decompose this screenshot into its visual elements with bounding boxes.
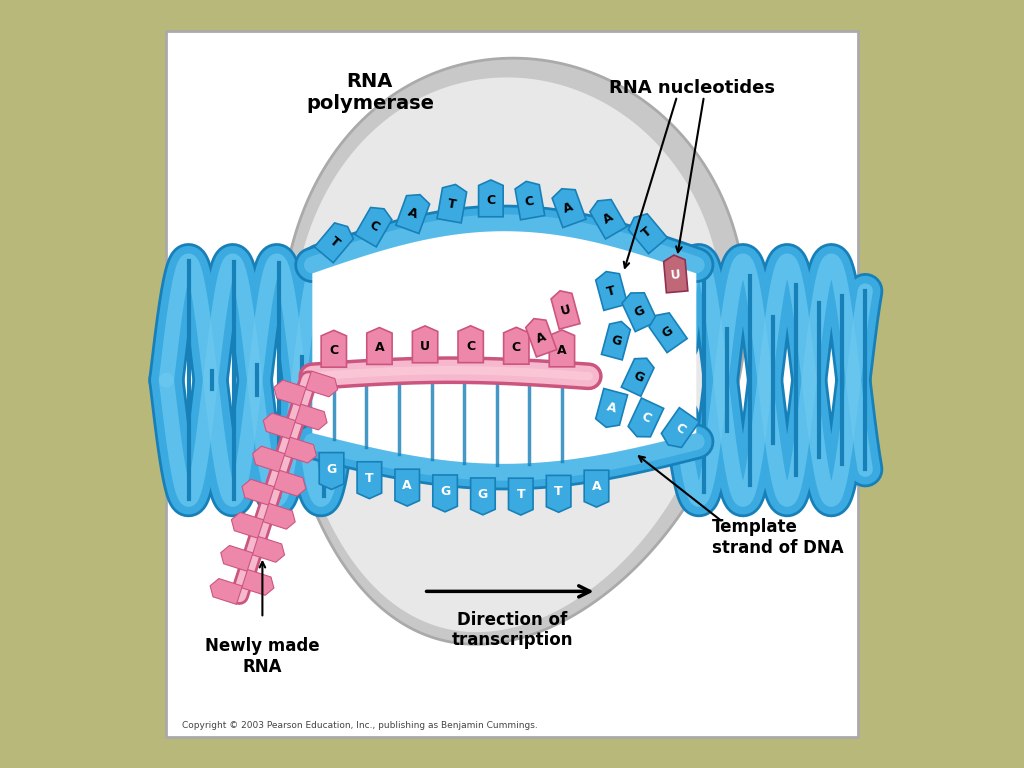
Text: U: U <box>420 339 430 353</box>
Text: T: T <box>366 472 374 485</box>
Polygon shape <box>628 398 664 437</box>
Text: Template
strand of DNA: Template strand of DNA <box>712 518 844 557</box>
Text: T: T <box>605 284 617 299</box>
Polygon shape <box>242 570 274 595</box>
Polygon shape <box>458 326 483 362</box>
Text: A: A <box>402 479 412 492</box>
Text: C: C <box>466 339 475 353</box>
Polygon shape <box>285 437 316 463</box>
FancyBboxPatch shape <box>166 31 858 737</box>
Text: A: A <box>407 206 420 221</box>
Polygon shape <box>596 272 628 310</box>
Polygon shape <box>319 452 344 489</box>
Text: C: C <box>512 341 521 354</box>
Polygon shape <box>664 255 688 293</box>
Text: T: T <box>554 485 563 498</box>
Text: C: C <box>673 420 687 436</box>
Text: RNA
polymerase: RNA polymerase <box>306 71 434 113</box>
Polygon shape <box>231 512 263 538</box>
Polygon shape <box>552 189 586 227</box>
Text: A: A <box>592 480 601 493</box>
Text: A: A <box>605 400 617 415</box>
Polygon shape <box>478 180 503 217</box>
Polygon shape <box>305 371 338 397</box>
Polygon shape <box>210 578 243 604</box>
Polygon shape <box>395 469 420 506</box>
Polygon shape <box>355 207 392 247</box>
Polygon shape <box>263 503 295 529</box>
Polygon shape <box>322 330 346 367</box>
Text: Newly made
RNA: Newly made RNA <box>205 637 319 676</box>
Polygon shape <box>367 328 392 365</box>
Polygon shape <box>547 475 571 512</box>
Polygon shape <box>253 446 285 472</box>
Text: G: G <box>327 462 337 475</box>
Polygon shape <box>515 181 545 220</box>
Text: T: T <box>446 197 458 212</box>
Text: U: U <box>559 303 571 318</box>
Polygon shape <box>396 194 430 233</box>
Text: G: G <box>440 485 451 498</box>
Polygon shape <box>471 478 496 515</box>
Polygon shape <box>601 322 631 360</box>
Polygon shape <box>662 408 699 448</box>
Polygon shape <box>549 330 574 367</box>
Polygon shape <box>273 470 306 496</box>
Text: A: A <box>557 344 566 356</box>
Polygon shape <box>242 479 274 505</box>
Text: T: T <box>516 488 525 502</box>
Text: A: A <box>600 210 615 227</box>
Text: A: A <box>562 200 575 216</box>
Polygon shape <box>295 404 327 430</box>
Text: G: G <box>609 333 623 349</box>
Text: C: C <box>524 194 536 209</box>
Polygon shape <box>584 470 608 507</box>
Text: A: A <box>375 341 384 354</box>
Text: A: A <box>535 330 548 346</box>
Text: RNA nucleotides: RNA nucleotides <box>609 79 775 98</box>
Polygon shape <box>252 536 285 562</box>
Polygon shape <box>290 78 724 632</box>
Polygon shape <box>357 462 382 498</box>
Text: U: U <box>670 268 681 282</box>
Polygon shape <box>629 214 668 253</box>
Text: T: T <box>327 234 342 250</box>
Text: G: G <box>478 488 488 501</box>
Text: Direction of
transcription: Direction of transcription <box>452 611 572 650</box>
Polygon shape <box>525 319 557 357</box>
Polygon shape <box>221 545 253 571</box>
Polygon shape <box>622 358 654 396</box>
Polygon shape <box>551 291 580 329</box>
Text: G: G <box>659 324 676 340</box>
Text: C: C <box>330 344 338 357</box>
Text: G: G <box>632 303 647 319</box>
Polygon shape <box>509 478 534 515</box>
Polygon shape <box>312 231 696 464</box>
Polygon shape <box>433 475 458 511</box>
Text: C: C <box>639 410 652 426</box>
Polygon shape <box>314 223 353 263</box>
Polygon shape <box>413 326 437 362</box>
Text: C: C <box>486 194 496 207</box>
Polygon shape <box>281 58 746 644</box>
Text: T: T <box>640 225 654 240</box>
Polygon shape <box>649 313 687 353</box>
Polygon shape <box>590 200 627 239</box>
Polygon shape <box>273 380 306 406</box>
Polygon shape <box>437 184 467 223</box>
Polygon shape <box>504 327 529 364</box>
Text: C: C <box>367 218 381 234</box>
Polygon shape <box>622 293 657 332</box>
Text: Copyright © 2003 Pearson Education, Inc., publishing as Benjamin Cummings.: Copyright © 2003 Pearson Education, Inc.… <box>182 721 538 730</box>
Text: G: G <box>631 369 645 385</box>
Polygon shape <box>596 389 628 427</box>
Polygon shape <box>263 413 296 439</box>
